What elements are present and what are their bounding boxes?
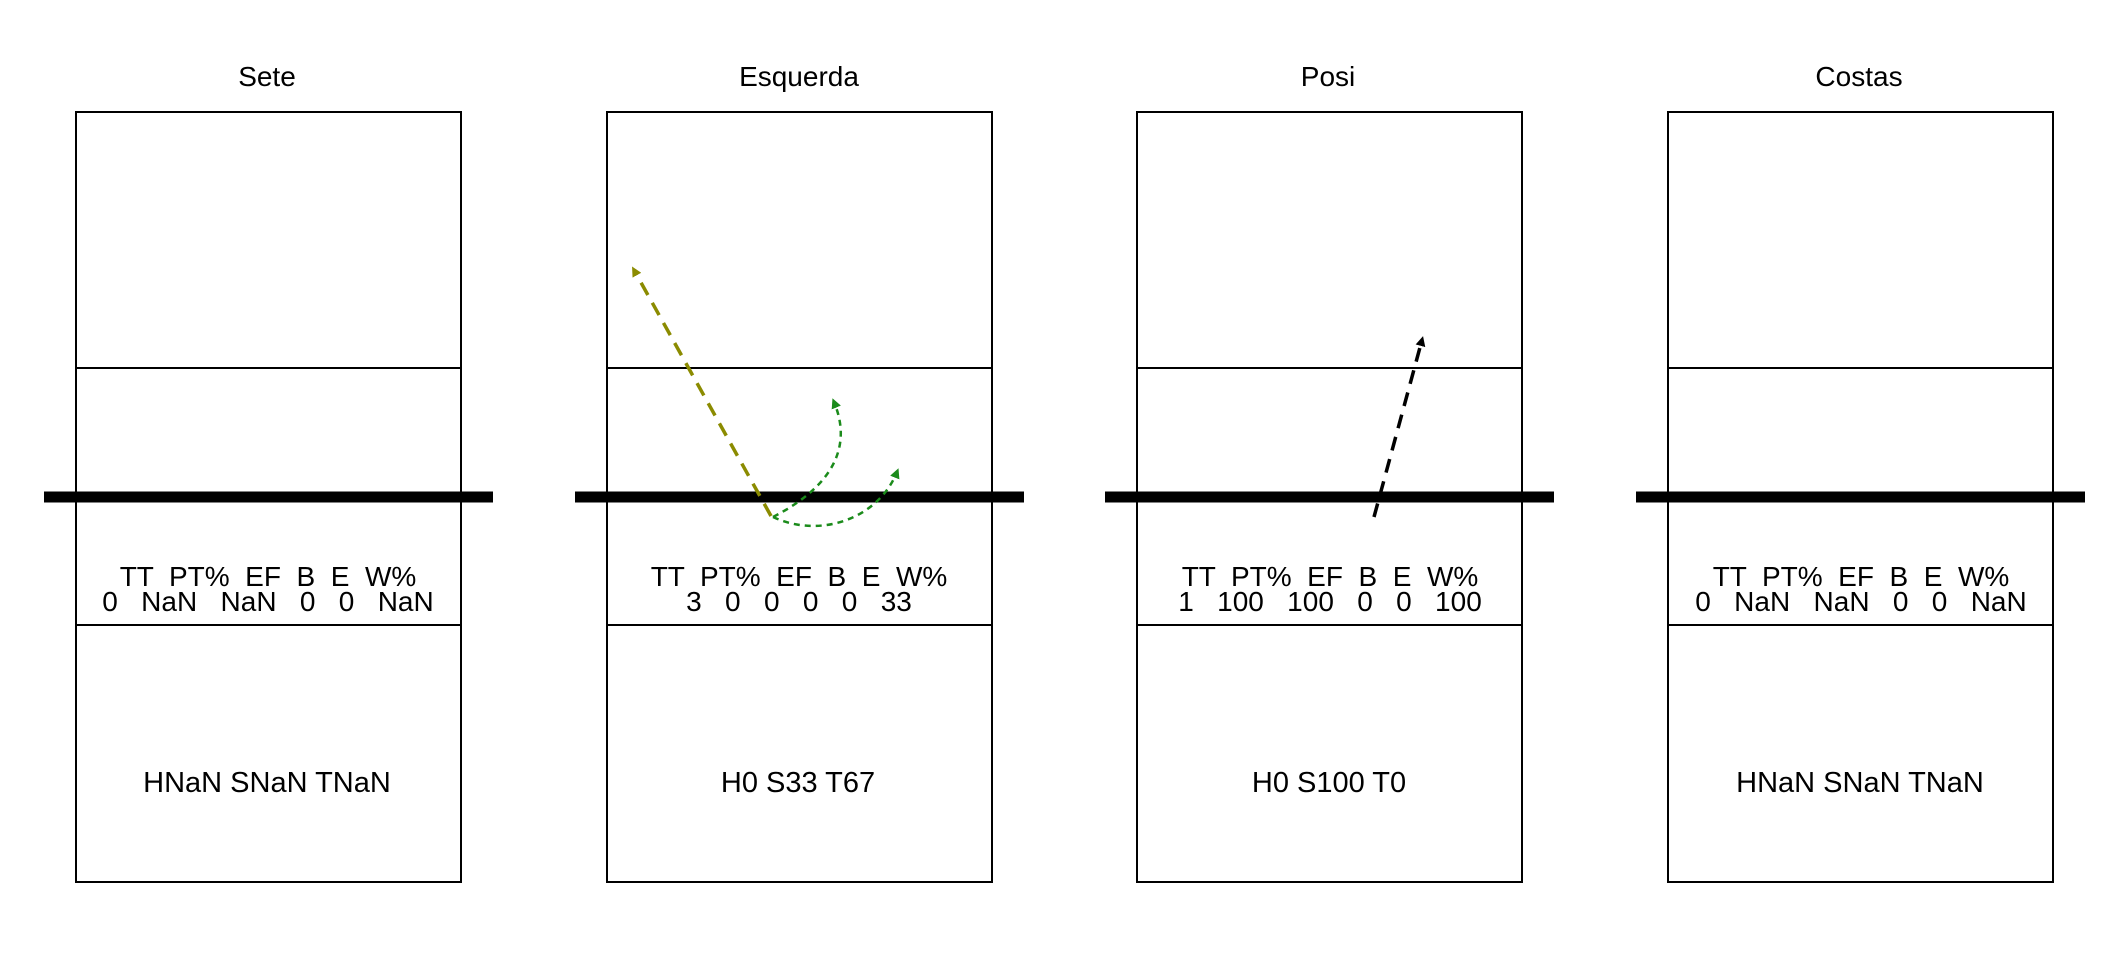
court-panel-costas: Costas TT PT% EF B E W% 0 NaN NaN 0 0 Na…: [1636, 61, 2085, 883]
zone-distribution: HNaN SNaN TNaN: [143, 767, 391, 799]
stats-values: 0 NaN NaN 0 0 NaN: [102, 586, 433, 617]
stats-header: TT PT% EF B E W%: [1713, 561, 2010, 592]
stats-values: 0 NaN NaN 0 0 NaN: [1695, 586, 2026, 617]
stats-header: TT PT% EF B E W%: [1182, 561, 1479, 592]
court-panel-esquerda: Esquerda TT PT% EF B E W% 3 0 0 0 0 33 H…: [575, 61, 1024, 883]
zone-distribution: HNaN SNaN TNaN: [1736, 767, 1984, 799]
attack-arrow-mid-court: [1372, 336, 1426, 518]
stats-values: 1 100 100 0 0 100: [1178, 586, 1482, 617]
stats-header: TT PT% EF B E W%: [120, 561, 417, 592]
panel-title: Costas: [1815, 61, 1902, 92]
stats-values: 3 0 0 0 0 33: [686, 586, 912, 617]
court-panel-posi: Posi TT PT% EF B E W% 1 100 100 0 0 100 …: [1105, 61, 1554, 883]
panel-title: Esquerda: [739, 61, 859, 92]
court-panel-sete: Sete TT PT% EF B E W% 0 NaN NaN 0 0 NaN …: [44, 61, 493, 883]
panel-title: Sete: [238, 61, 296, 92]
attack-arrow-attack-zone: [772, 398, 842, 519]
zone-distribution: H0 S33 T67: [721, 767, 875, 799]
stats-header: TT PT% EF B E W%: [651, 561, 948, 592]
panel-title: Posi: [1301, 61, 1355, 92]
attack-arrow-deep-left: [632, 266, 773, 517]
zone-distribution: H0 S100 T0: [1252, 767, 1406, 799]
